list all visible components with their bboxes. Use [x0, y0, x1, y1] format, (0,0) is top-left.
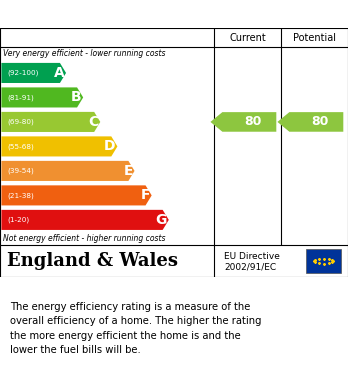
Text: (69-80): (69-80) — [8, 119, 34, 125]
Text: C: C — [88, 115, 98, 129]
Text: (39-54): (39-54) — [8, 168, 34, 174]
Polygon shape — [1, 112, 100, 132]
Text: 80: 80 — [311, 115, 329, 128]
Polygon shape — [1, 161, 135, 181]
Text: (21-38): (21-38) — [8, 192, 34, 199]
Polygon shape — [211, 112, 276, 132]
Text: Very energy efficient - lower running costs: Very energy efficient - lower running co… — [3, 50, 166, 59]
Text: A: A — [54, 66, 64, 80]
Text: Potential: Potential — [293, 33, 336, 43]
Text: B: B — [71, 90, 81, 104]
Polygon shape — [1, 136, 117, 156]
Polygon shape — [277, 112, 343, 132]
Text: E: E — [123, 164, 133, 178]
Polygon shape — [1, 185, 152, 205]
Polygon shape — [1, 63, 66, 83]
Text: Not energy efficient - higher running costs: Not energy efficient - higher running co… — [3, 234, 166, 243]
Text: D: D — [104, 140, 116, 153]
Polygon shape — [1, 88, 83, 108]
Text: EU Directive: EU Directive — [224, 252, 280, 261]
Text: (1-20): (1-20) — [8, 217, 30, 223]
Text: (81-91): (81-91) — [8, 94, 34, 101]
Text: G: G — [156, 213, 167, 227]
Bar — [306, 249, 341, 273]
Text: England & Wales: England & Wales — [7, 252, 178, 270]
Text: 2002/91/EC: 2002/91/EC — [224, 262, 277, 271]
Polygon shape — [1, 210, 169, 230]
Text: F: F — [141, 188, 150, 203]
Text: (92-100): (92-100) — [8, 70, 39, 76]
Text: (55-68): (55-68) — [8, 143, 34, 150]
Text: 80: 80 — [244, 115, 261, 128]
Text: Current: Current — [229, 33, 266, 43]
Text: The energy efficiency rating is a measure of the
overall efficiency of a home. T: The energy efficiency rating is a measur… — [10, 302, 262, 355]
Text: Energy Efficiency Rating: Energy Efficiency Rating — [7, 5, 237, 23]
